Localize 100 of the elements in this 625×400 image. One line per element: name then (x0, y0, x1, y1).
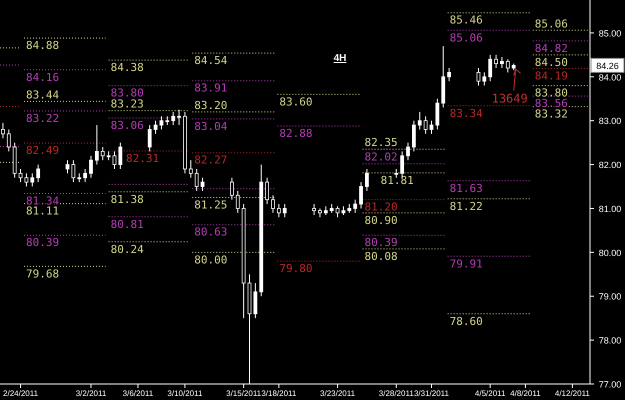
data-label: 83.32 (534, 108, 568, 121)
x-tick-label: 3/2/2011 (76, 389, 107, 398)
data-label: 85.06 (534, 17, 568, 30)
data-label: 83.91 (194, 82, 228, 95)
data-label: 83.04 (194, 120, 228, 133)
x-tick-label: 4/5/2011 (474, 389, 506, 398)
candlestick (236, 190, 240, 214)
data-label: 79.68 (26, 267, 60, 280)
y-tick-label: 78.00 (598, 336, 622, 346)
data-label: 81.20 (364, 200, 398, 214)
candlestick (359, 182, 363, 209)
candlestick (312, 204, 316, 216)
data-label: 81.22 (450, 200, 483, 213)
data-label: 82.31 (126, 152, 160, 165)
x-tick-label: 3/10/2011 (167, 389, 203, 398)
candlestick (112, 150, 116, 170)
data-label: 80.39 (364, 236, 398, 250)
candlestick (71, 160, 76, 183)
data-label: 84.82 (534, 42, 568, 55)
candlestick (154, 120, 158, 134)
x-tick-label: 3/31/2011 (414, 389, 450, 398)
candlestick (200, 177, 204, 192)
y-tick-label: 81.00 (598, 204, 622, 214)
candlestick (500, 56, 504, 69)
data-label: 83.22 (26, 112, 60, 126)
candlestick (188, 160, 193, 178)
x-tick-label: 3/15/2011 (226, 389, 262, 398)
candlestick (83, 168, 88, 183)
candlestick (488, 54, 492, 82)
candlestick (271, 194, 275, 214)
data-label: 80.90 (364, 214, 398, 227)
candlestick (194, 168, 199, 192)
data-label: 84.16 (26, 70, 60, 84)
candlestick (430, 120, 434, 134)
data-label: 85.46 (450, 14, 483, 27)
candlestick (89, 155, 93, 178)
data-label: 82.27 (194, 154, 228, 167)
data-label: 82.49 (26, 144, 60, 158)
text: 4H (334, 53, 346, 64)
x-tick-label: 3/23/2011 (320, 389, 356, 398)
x-tick-label: 3/28/2011 (378, 389, 414, 398)
x-tick-label: 3/18/2011 (261, 389, 297, 398)
y-tick-label: 82.00 (598, 160, 622, 170)
data-label: 84.88 (26, 39, 60, 52)
data-label: 80.00 (194, 253, 228, 266)
data-label: 82.02 (364, 150, 398, 164)
candlestick (353, 199, 358, 214)
y-tick-label: 80.00 (598, 248, 622, 258)
data-label: 81.25 (194, 198, 228, 212)
data-label: 78.60 (450, 314, 483, 328)
candlestick (482, 72, 486, 86)
data-label: 84.54 (194, 54, 228, 68)
annotation: 84.26 (596, 60, 619, 71)
data-label: 83.56 (534, 97, 568, 110)
candlestick (506, 58, 510, 73)
data-label: 83.06 (110, 119, 144, 132)
data-label: 84.50 (534, 56, 568, 69)
y-tick-label: 85.00 (598, 28, 622, 38)
candlestick (30, 172, 34, 188)
data-label: 83.23 (110, 98, 144, 111)
candlestick (160, 116, 164, 130)
x-tick-label: 4/12/2011 (554, 389, 590, 398)
candlestick (18, 168, 22, 183)
annotation: 13649 (492, 91, 528, 106)
x-tick-label: 2/24/2011 (3, 389, 39, 398)
data-label: 80.81 (110, 218, 144, 231)
data-label: 83.20 (194, 98, 228, 112)
candlestick (66, 160, 70, 174)
candlestick (230, 177, 234, 200)
data-label: 84.38 (110, 61, 144, 74)
candlestick (424, 116, 428, 134)
data-label: 80.24 (110, 242, 144, 256)
data-label: 82.88 (279, 126, 313, 140)
data-label: 80.08 (364, 250, 398, 263)
data-label: 84.19 (534, 69, 568, 82)
data-label: 81.63 (450, 182, 483, 195)
candlestick (276, 204, 281, 218)
data-label: 80.39 (26, 236, 60, 250)
data-label: 83.80 (110, 86, 144, 100)
data-label: 81.38 (110, 192, 144, 206)
candlestick (100, 146, 105, 161)
data-label: 83.34 (450, 106, 484, 120)
y-tick-label: 83.00 (598, 116, 622, 126)
y-tick-label: 79.00 (598, 292, 622, 302)
candlestick (365, 168, 369, 192)
candlestick (265, 177, 270, 205)
candlestick (282, 204, 287, 218)
candlestick (253, 282, 258, 319)
x-tick-label: 4/8/2011 (510, 389, 542, 398)
data-label: 79.80 (279, 262, 313, 276)
data-label: 82.35 (364, 136, 398, 150)
candlestick (412, 120, 416, 152)
data-label: 79.91 (450, 257, 483, 270)
candlestick (118, 142, 122, 170)
candlestick (177, 109, 181, 126)
data-label: 83.60 (279, 95, 313, 108)
data-label: 80.63 (194, 226, 228, 239)
data-label: 85.06 (450, 31, 483, 44)
y-tick-label: 84.00 (598, 72, 622, 82)
candlestick (1, 122, 5, 139)
